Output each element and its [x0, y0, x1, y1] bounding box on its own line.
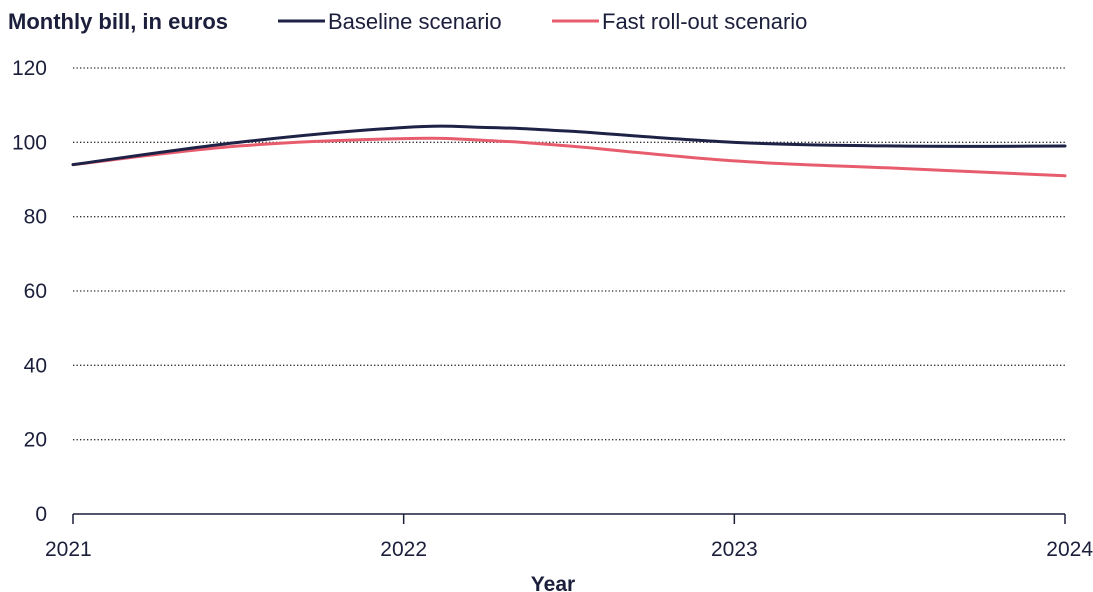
x-tick-label-2021: 2021 [45, 538, 92, 561]
legend-label-fast-roll-out-scenario: Fast roll-out scenario [602, 9, 807, 34]
gridlines [73, 67, 1065, 441]
chart-title: Monthly bill, in euros [8, 9, 228, 34]
y-tick-label-20: 20 [24, 429, 47, 452]
x-axis: 2021 2022 2023 2024 [45, 513, 1093, 561]
x-axis-title: Year [531, 573, 575, 592]
y-tick-label-80: 80 [24, 206, 47, 229]
y-tick-label-0: 0 [35, 503, 47, 526]
series-lines [71, 124, 1067, 178]
y-tick-label-40: 40 [24, 354, 47, 377]
series-line-baseline-scenario [71, 124, 1067, 167]
y-tick-label-100: 100 [12, 131, 47, 154]
x-tick-label-2024: 2024 [1046, 538, 1093, 561]
y-tick-label-60: 60 [24, 280, 47, 303]
y-tick-label-120: 120 [12, 57, 47, 80]
legend-label-baseline-scenario: Baseline scenario [328, 9, 502, 34]
series-line-fast-roll-out-scenario [71, 136, 1067, 178]
y-axis-tick-labels: 0 20 40 60 80 100 120 [12, 57, 47, 526]
x-tick-label-2022: 2022 [380, 538, 427, 561]
legend: Baseline scenario Fast roll-out scenario [278, 9, 807, 34]
x-tick-label-2023: 2023 [711, 538, 758, 561]
